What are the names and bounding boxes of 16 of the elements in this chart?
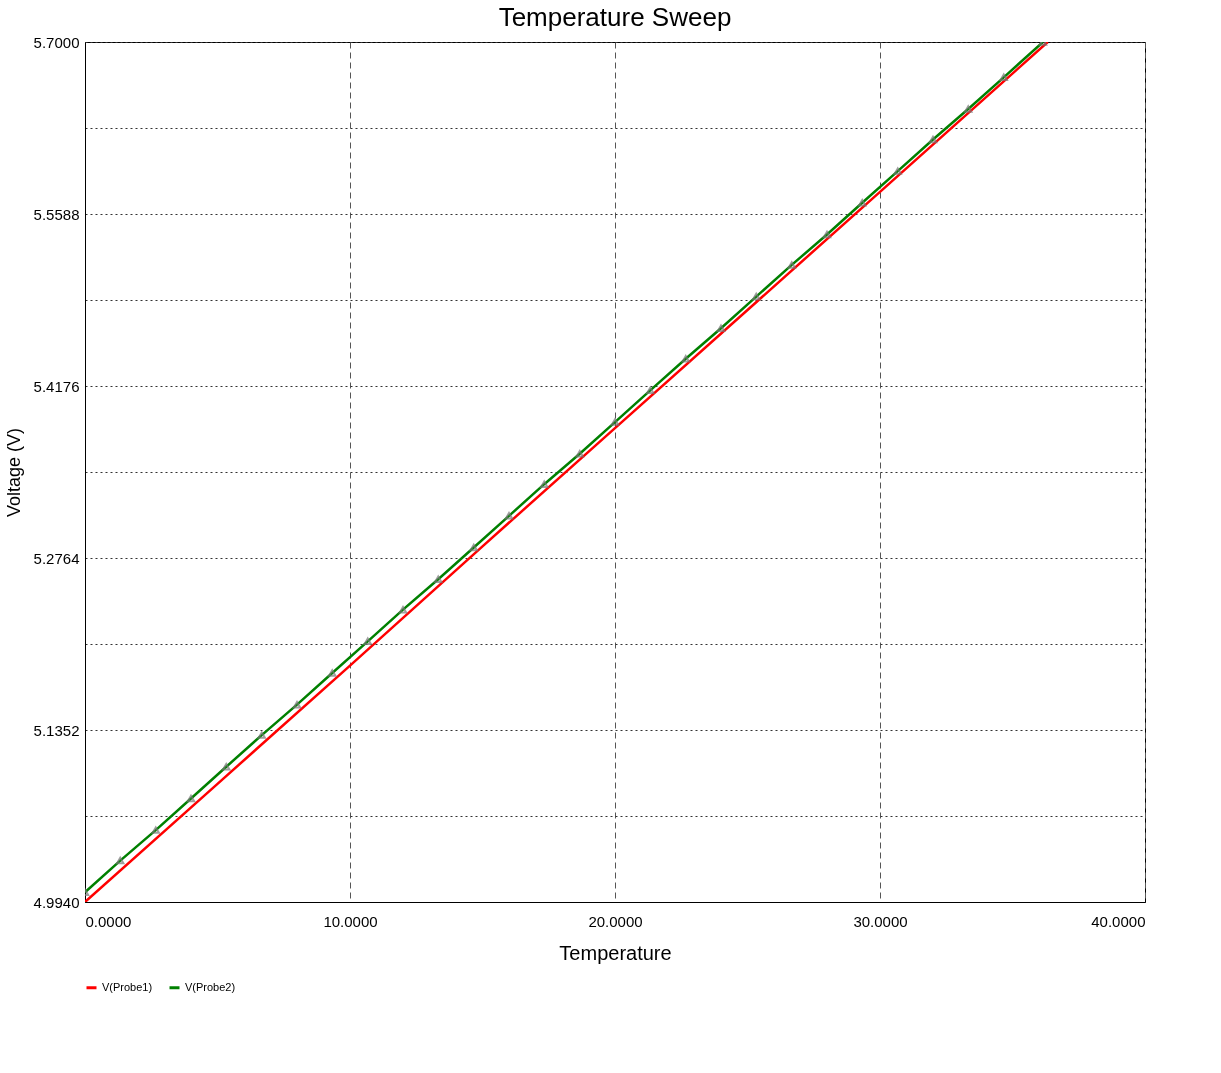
x-tick-label: 40.0000	[1091, 912, 1146, 930]
x-tick-label: 10.0000	[323, 912, 378, 930]
x-tick-label: 30.0000	[853, 912, 908, 930]
y-axis-title: Voltage (V)	[3, 427, 24, 518]
legend-label: V(Probe1)	[102, 980, 153, 993]
chart-title: Temperature Sweep	[498, 2, 732, 32]
y-tick-label: 5.2764	[33, 549, 80, 567]
y-tick-label: 5.5588	[33, 205, 80, 223]
y-tick-label: 4.9940	[33, 893, 80, 911]
y-tick-label: 5.4176	[33, 377, 80, 395]
x-axis-title: Temperature	[559, 941, 672, 964]
x-tick-label: 20.0000	[588, 912, 643, 930]
y-tick-label: 5.1352	[33, 721, 80, 739]
y-tick-label: 5.7000	[33, 33, 80, 51]
x-tick-label: 0.0000	[85, 912, 132, 930]
legend-label: V(Probe2)	[185, 980, 236, 993]
